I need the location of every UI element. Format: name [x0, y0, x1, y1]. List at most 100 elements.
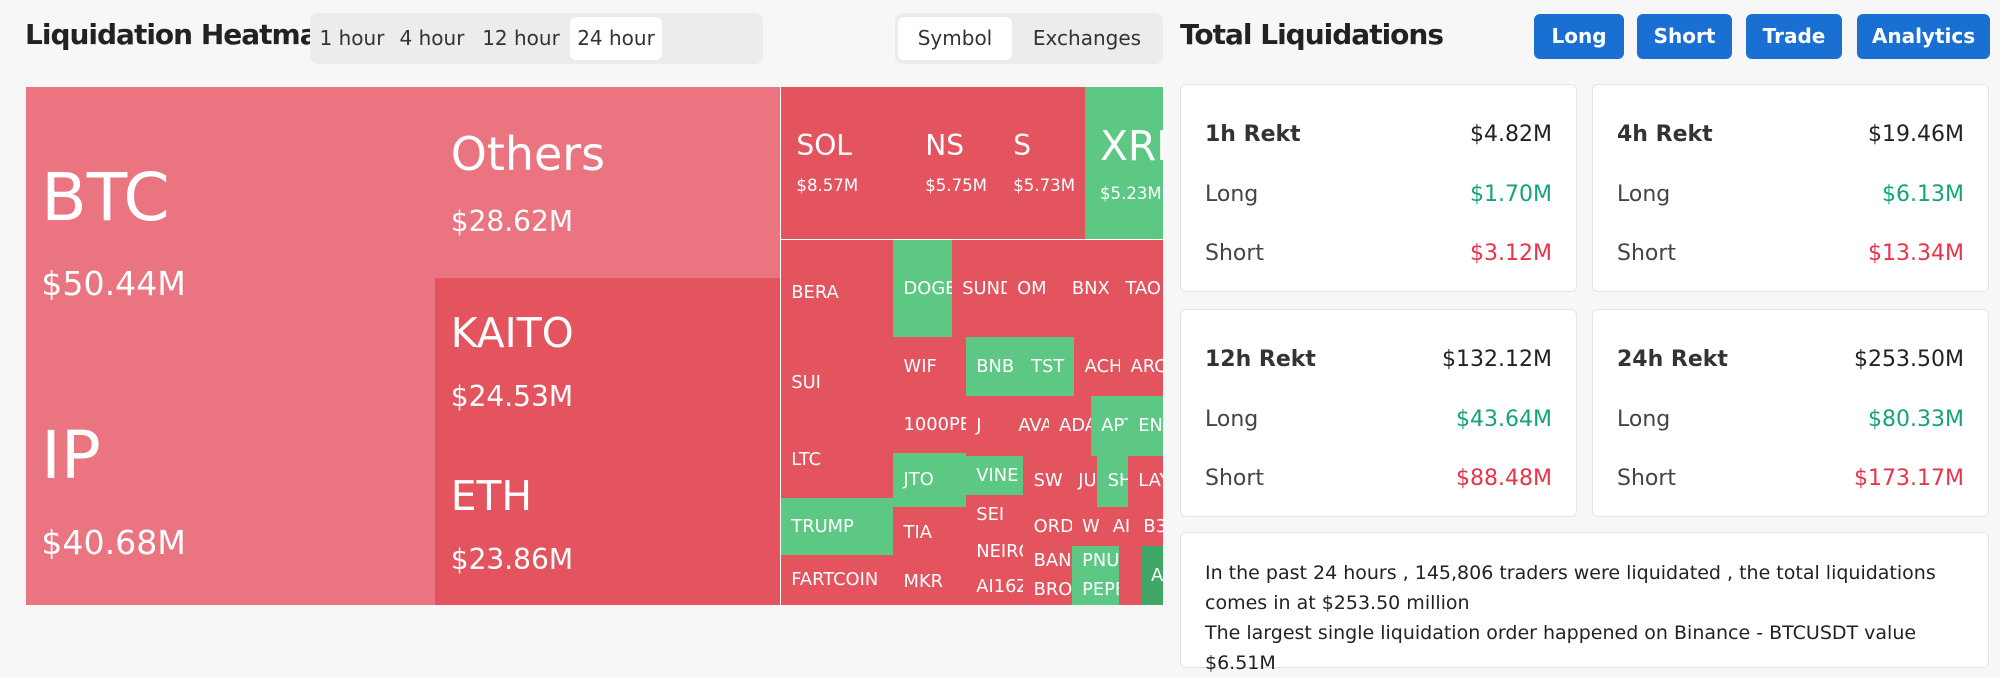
row-value: $88.48M	[1456, 465, 1552, 491]
tile-label: KAITO	[450, 308, 574, 357]
row-label: Short	[1617, 465, 1677, 491]
tile-label: FARTCOIN	[791, 569, 879, 591]
row-value: $173.17M	[1854, 465, 1964, 491]
tile[interactable]: S $5.73M	[997, 87, 1086, 240]
time-tab[interactable]: 12 hour	[482, 26, 560, 50]
tile[interactable]: AVAX	[1008, 395, 1050, 457]
tile-value: $50.44M	[41, 263, 186, 303]
tile-value: $23.86M	[450, 543, 574, 577]
tile[interactable]: PNUT	[1071, 546, 1121, 577]
tile[interactable]: SEI	[966, 495, 1025, 535]
row-label: Short	[1205, 465, 1265, 491]
tile[interactable]	[1119, 546, 1142, 605]
tile[interactable]: TRUMP	[781, 497, 895, 557]
tile-label: J	[976, 414, 982, 436]
tile-label: S	[1013, 129, 1032, 163]
heatmap: BTC $50.44M IP $40.68M Others $28.62M KAITO $24…	[26, 87, 1163, 605]
tile-label: TAO	[1125, 277, 1161, 299]
tile[interactable]: BTC $50.44M	[26, 87, 437, 375]
tile[interactable]: FARTCOIN	[781, 555, 895, 605]
tile[interactable]: SW	[1023, 455, 1070, 508]
tile-value: $5.73M	[1013, 176, 1075, 196]
tile[interactable]: BANANA	[1023, 546, 1073, 577]
tile[interactable]: TST	[1020, 337, 1076, 397]
tile[interactable]: WIF	[893, 337, 968, 397]
tile[interactable]: BNB	[966, 337, 1022, 397]
tile-label: NS	[925, 129, 965, 163]
nav-button[interactable]: Analytics	[1857, 14, 1990, 59]
tile-label: W	[1082, 515, 1100, 537]
card-total: $132.12M	[1442, 346, 1552, 372]
tile[interactable]: BERA	[781, 240, 895, 346]
tile[interactable]: XRP $5.23M	[1084, 87, 1163, 240]
tile[interactable]: A	[1140, 546, 1163, 605]
tile[interactable]: ARC	[1120, 337, 1163, 397]
tile[interactable]: IP $40.68M	[26, 373, 437, 605]
tile[interactable]: LTC	[781, 421, 895, 499]
tile[interactable]: AI16Z	[966, 569, 1025, 605]
tile[interactable]: BROCCOLI	[1023, 575, 1073, 605]
tile[interactable]: NEIRO	[966, 533, 1025, 571]
card-total: $253.50M	[1854, 346, 1964, 372]
time-tab[interactable]: 4 hour	[399, 26, 465, 50]
tile[interactable]: SH	[1097, 455, 1130, 508]
tile[interactable]: MKR	[893, 558, 968, 605]
tile-label: ENA	[1138, 414, 1163, 436]
view-tab[interactable]: Exchanges	[1032, 26, 1142, 50]
tile[interactable]: TAO	[1115, 240, 1163, 338]
time-tab[interactable]: 24 hour	[570, 17, 662, 60]
tile[interactable]: LAYER	[1128, 455, 1163, 508]
tile[interactable]: NS $5.75M	[909, 87, 999, 240]
tile[interactable]: ORDI	[1023, 506, 1073, 548]
rekt-card: 4h Rekt $19.46M Long $6.13M Short $13.34M	[1592, 84, 1989, 292]
tile-label: BANANA	[1033, 550, 1072, 572]
tile[interactable]: SOL $8.57M	[781, 87, 911, 240]
row-value: $80.33M	[1868, 406, 1964, 432]
tile[interactable]: KAITO $24.53M	[435, 278, 781, 446]
tile-label: ACH	[1084, 355, 1122, 377]
tile-label: IP	[41, 416, 101, 495]
tile-label: APT	[1101, 414, 1128, 436]
tile-label: BNB	[976, 355, 1015, 377]
tile[interactable]: PEPE	[1071, 575, 1121, 605]
tile-label: 1000PEPE	[903, 413, 967, 435]
summary-text: The largest single liquidation order hap…	[1205, 622, 1917, 674]
time-tab[interactable]: 1 hour	[319, 26, 385, 50]
tile-label: WIF	[903, 355, 937, 377]
tile[interactable]: VINE	[966, 455, 1025, 497]
nav-button[interactable]: Short	[1637, 14, 1732, 59]
tile[interactable]: J	[966, 395, 1010, 457]
tile[interactable]: ETH $23.86M	[435, 444, 781, 605]
card-row: Long $43.64M	[1205, 404, 1552, 434]
tile[interactable]: ENA	[1128, 395, 1163, 457]
tile[interactable]: ADA	[1048, 395, 1093, 457]
tile[interactable]: W	[1071, 506, 1104, 548]
tile[interactable]: SUNDOG	[952, 240, 1008, 338]
nav-button[interactable]: Trade	[1746, 14, 1842, 59]
tile[interactable]: OM	[1006, 240, 1063, 338]
tile[interactable]: 1000PEPE	[893, 395, 968, 455]
tile-label: SUNDOG	[962, 277, 1007, 299]
tile-label: AI16Z	[976, 576, 1025, 598]
tile[interactable]: DOGE	[893, 240, 954, 338]
tile[interactable]: APT	[1091, 395, 1130, 457]
view-tab[interactable]: Symbol	[898, 17, 1012, 60]
row-value: $1.70M	[1470, 181, 1552, 207]
card-title: 12h Rekt	[1205, 346, 1316, 372]
tile[interactable]: ACH	[1074, 337, 1122, 397]
tile-label: BERA	[791, 281, 839, 303]
tile[interactable]: B3	[1133, 506, 1163, 548]
tile[interactable]: TIA	[893, 506, 968, 560]
tile[interactable]: SUI	[781, 344, 895, 423]
tile[interactable]: JTO	[893, 453, 968, 508]
tile[interactable]: BNX	[1061, 240, 1117, 338]
nav-button[interactable]: Long	[1534, 14, 1624, 59]
tile-label: PNUT	[1082, 550, 1120, 572]
tile-label: BROCCOLI	[1033, 579, 1073, 601]
tile-value: $24.53M	[450, 380, 574, 414]
tile[interactable]: Others $28.62M	[435, 87, 781, 280]
tile-label: SOL	[796, 129, 852, 163]
tile-label: AVAX	[1018, 414, 1049, 436]
tile[interactable]: AI	[1102, 506, 1135, 548]
tile[interactable]: JUP	[1068, 455, 1099, 508]
